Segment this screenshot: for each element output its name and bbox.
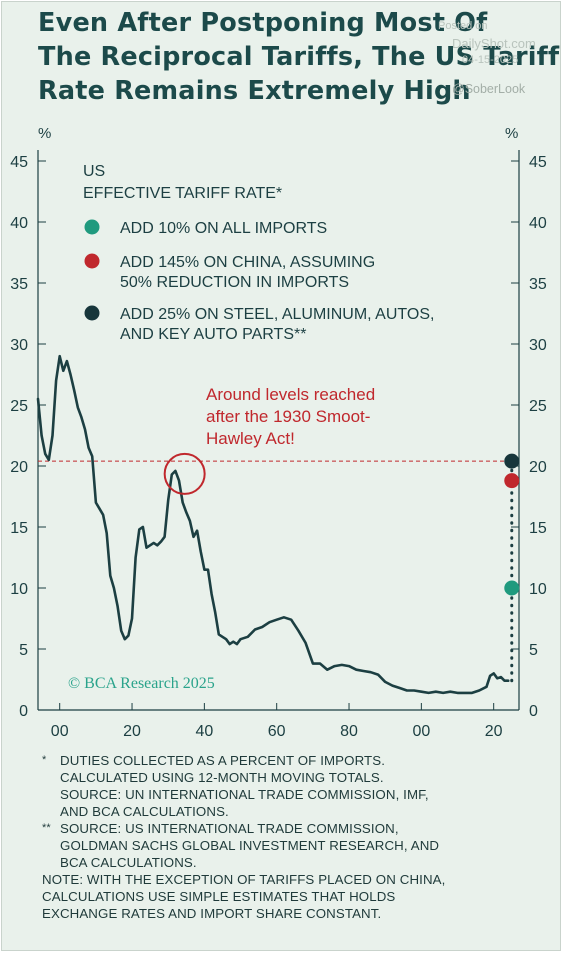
y-tick-label-right: 45: [529, 154, 547, 171]
y-tick-label-left: 40: [10, 215, 28, 232]
title-line-2: The Reciprocal Tariffs, The US Tariff: [38, 42, 560, 72]
watermark-posted-on: Posted on: [438, 20, 488, 32]
scenario-point-1: [504, 580, 520, 596]
x-tick-label: 00: [412, 723, 430, 740]
y-tick-label-left: 5: [19, 642, 28, 659]
chart-title: Even After Postponing Most Of The Recipr…: [38, 6, 560, 108]
x-tick-label: 20: [485, 723, 503, 740]
y-tick-label-left: 20: [10, 459, 28, 476]
y-tick-label-left: 45: [10, 154, 28, 171]
scenario-point-2: [504, 473, 520, 489]
chart-legend: US EFFECTIVE TARIFF RATE* ADD 10% ON ALL I…: [83, 163, 434, 343]
y-unit-left: %: [38, 125, 51, 142]
y-tick-label-right: 30: [529, 337, 547, 354]
y-tick-label-left: 15: [10, 520, 28, 537]
watermark-handle: @SoberLook: [452, 82, 526, 96]
scenario-point-3: [504, 453, 520, 469]
legend-marker-3: [84, 305, 100, 321]
y-tick-label-left: 10: [10, 581, 28, 598]
legend-label-2-line-2: 50% REDUCTION IN IMPORTS: [120, 274, 349, 291]
y-tick-label-right: 15: [529, 520, 547, 537]
footnotes: * DUTIES COLLECTED AS A PERCENT OF IMPOR…: [42, 752, 542, 922]
legend-label-2-line-1: ADD 145% ON CHINA, ASSUMING: [120, 254, 375, 271]
y-tick-label-right: 25: [529, 398, 547, 415]
y-tick-label-right: 20: [529, 459, 547, 476]
x-tick-label: 80: [340, 723, 358, 740]
footnote-1-mark: *: [42, 754, 47, 766]
legend-label-3-line-1: ADD 25% ON STEEL, ALUMINUM, AUTOS,: [120, 306, 434, 323]
watermark-site: DailyShot.com: [452, 36, 536, 51]
x-tick-label: 20: [123, 723, 141, 740]
x-tick-label: 40: [195, 723, 213, 740]
x-tick-label: 00: [51, 723, 69, 740]
y-tick-label-left: 0: [19, 703, 28, 720]
footnote-2-mark: **: [42, 822, 51, 834]
y-tick-label-right: 40: [529, 215, 547, 232]
legend-label-1-line-1: ADD 10% ON ALL IMPORTS: [120, 220, 327, 237]
annotation-group: Around levels reached after the 1930 Smoo…: [68, 385, 375, 692]
x-tick-label: 60: [268, 723, 286, 740]
series-line-tariff-rate: [36, 354, 510, 695]
footnote-note: NOTE: WITH THE EXCEPTION OF TARIFFS PLAC…: [42, 872, 446, 921]
annotation-line-1: Around levels reached: [206, 385, 375, 404]
scenario-points: [504, 453, 520, 683]
annotation-line-3: Hawley Act!: [206, 429, 295, 448]
y-tick-label-left: 30: [10, 337, 28, 354]
y-unit-right: %: [505, 125, 518, 142]
legend-title-line-1: US: [83, 163, 105, 180]
title-line-3: Rate Remains Extremely High: [38, 76, 471, 106]
source-badge: © BCA Research 2025: [68, 675, 215, 692]
watermark-date: 04-15-2025: [462, 54, 519, 66]
legend-label-3-line-2: AND KEY AUTO PARTS**: [120, 326, 306, 343]
series-group: [36, 354, 510, 695]
footnote-1: * DUTIES COLLECTED AS A PERCENT OF IMPOR…: [42, 752, 542, 820]
y-tick-label-left: 25: [10, 398, 28, 415]
smoot-hawley-highlight-circle: [163, 452, 206, 495]
y-tick-label-right: 5: [529, 642, 538, 659]
y-tick-label-right: 10: [529, 581, 547, 598]
title-line-1: Even After Postponing Most Of: [38, 8, 488, 38]
annotation-line-2: after the 1930 Smoot-: [206, 407, 370, 426]
footnote-2-text: SOURCE: US INTERNATIONAL TRADE COMMISSIO…: [60, 821, 440, 870]
footnote-2: ** SOURCE: US INTERNATIONAL TRADE COMMIS…: [42, 820, 542, 871]
y-tick-label-right: 35: [529, 276, 547, 293]
legend-marker-1: [84, 219, 100, 235]
y-tick-label-right: 0: [529, 703, 538, 720]
legend-marker-2: [84, 253, 100, 269]
y-tick-label-left: 35: [10, 276, 28, 293]
legend-title-line-2: EFFECTIVE TARIFF RATE*: [83, 185, 282, 202]
footnote-1-text: DUTIES COLLECTED AS A PERCENT OF IMPORTS…: [60, 753, 429, 819]
